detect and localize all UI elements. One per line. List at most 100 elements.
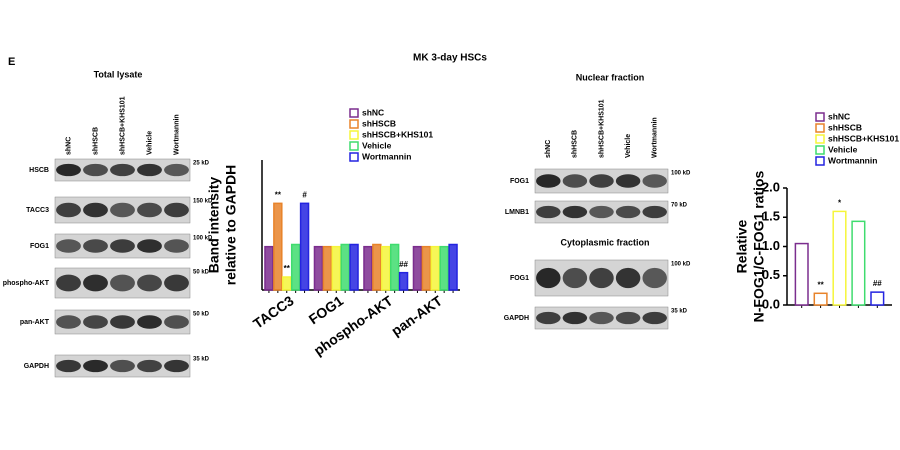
bar <box>448 243 458 291</box>
x-tick-label: pan-AKT <box>388 292 445 339</box>
bar <box>264 245 274 291</box>
blot-band <box>642 205 667 219</box>
legend-label: Wortmannin <box>828 155 877 165</box>
bar <box>832 210 847 306</box>
bar <box>412 245 423 291</box>
x-tick-label: TACC3 <box>250 292 297 331</box>
legend-swatch <box>815 134 825 144</box>
blot-band <box>56 163 81 177</box>
y-axis-title: N-FOG1/C-FOG1 ratios <box>751 170 767 322</box>
size-marker: 35 kD <box>193 357 210 363</box>
blot-band <box>137 163 162 177</box>
row-label: HSCB <box>29 167 49 174</box>
figure-title: MK 3-day HSCs <box>413 53 487 64</box>
bar <box>851 220 866 306</box>
size-marker: 100 kD <box>671 262 691 268</box>
y-axis-title: relative to GAPDH <box>223 165 239 286</box>
bar <box>794 242 809 306</box>
legend-label: shNC <box>362 107 384 117</box>
blot-band <box>56 202 81 218</box>
blot-band <box>110 202 135 218</box>
row-label: GAPDH <box>24 363 49 370</box>
blot-band <box>83 163 108 177</box>
row-label: FOG1 <box>510 178 529 185</box>
blot-band <box>536 174 561 188</box>
blot-band <box>536 311 561 325</box>
legend-label: shHSCB <box>362 118 396 128</box>
blot-band <box>110 163 135 177</box>
blot-band <box>615 267 641 289</box>
y-tick-label: 1.0 <box>762 238 780 253</box>
blot-band <box>589 267 614 289</box>
y-axis-title: Band intensity <box>206 177 222 274</box>
bar <box>282 276 292 291</box>
bar <box>331 245 341 291</box>
blot-band <box>137 359 162 373</box>
blot-band <box>615 205 641 219</box>
row-label: FOG1 <box>30 243 49 250</box>
legend-label: Vehicle <box>362 140 392 150</box>
significance-label: # <box>302 190 307 199</box>
blot-band <box>615 174 641 188</box>
blot-band <box>137 202 162 218</box>
bar <box>299 202 310 291</box>
size-marker: 150 kD <box>193 199 213 205</box>
significance-label: ## <box>399 260 408 269</box>
row-label: FOG1 <box>510 275 529 282</box>
y-tick-label: 1.5 <box>762 209 780 224</box>
legend-swatch <box>349 152 359 162</box>
lane-label: shHSCB <box>572 130 579 158</box>
bar <box>439 245 449 291</box>
blot-band <box>110 315 135 329</box>
blot-band <box>83 202 108 218</box>
blot-band <box>615 311 641 325</box>
bar <box>813 292 828 306</box>
blot-band <box>56 315 81 329</box>
blot-band <box>164 202 189 218</box>
legend-swatch <box>349 108 359 118</box>
row-label: phospho-AKT <box>3 280 50 287</box>
panel-letter: E <box>8 56 15 68</box>
blot-band <box>642 311 667 325</box>
blot-band <box>164 359 189 373</box>
bar <box>389 243 400 291</box>
lane-label: Vehicle <box>146 131 153 155</box>
blot-band <box>562 205 588 219</box>
blot-band <box>56 274 81 292</box>
x-tick-label: FOG1 <box>306 292 347 327</box>
size-marker: 25 kD <box>193 161 210 167</box>
lane-label: shHSCB+KHS101 <box>598 99 605 158</box>
legend-label: shHSCB <box>828 122 862 132</box>
row-label: GAPDH <box>504 315 529 322</box>
blot-band <box>137 274 162 292</box>
blot-title: Nuclear fraction <box>576 72 645 82</box>
bar <box>313 245 324 291</box>
legend-label: shHSCB+KHS101 <box>362 129 433 139</box>
blot-band <box>642 174 667 188</box>
legend-label: Vehicle <box>828 144 858 154</box>
blot-band <box>83 359 108 373</box>
bar <box>290 243 301 291</box>
lane-label: shHSCB+KHS101 <box>119 96 126 155</box>
legend-label: shHSCB+KHS101 <box>828 133 899 143</box>
blot-band <box>110 274 135 292</box>
lane-label: shNC <box>65 137 72 155</box>
size-marker: 100 kD <box>671 171 691 177</box>
legend-label: Wortmannin <box>362 151 411 161</box>
bar <box>372 243 382 291</box>
lane-label: shNC <box>545 140 552 158</box>
size-marker: 50 kD <box>193 270 210 276</box>
bar <box>349 243 359 291</box>
size-marker: 100 kD <box>193 236 213 242</box>
blot-band <box>137 315 162 329</box>
lane-label: shHSCB <box>92 127 99 155</box>
blot-band <box>83 315 108 329</box>
blot-band <box>164 315 189 329</box>
blot-band <box>536 267 561 289</box>
bar <box>381 245 391 291</box>
legend-swatch <box>349 119 359 129</box>
significance-label: ** <box>284 264 291 273</box>
blot-band <box>164 163 189 177</box>
blot-band <box>562 267 588 289</box>
